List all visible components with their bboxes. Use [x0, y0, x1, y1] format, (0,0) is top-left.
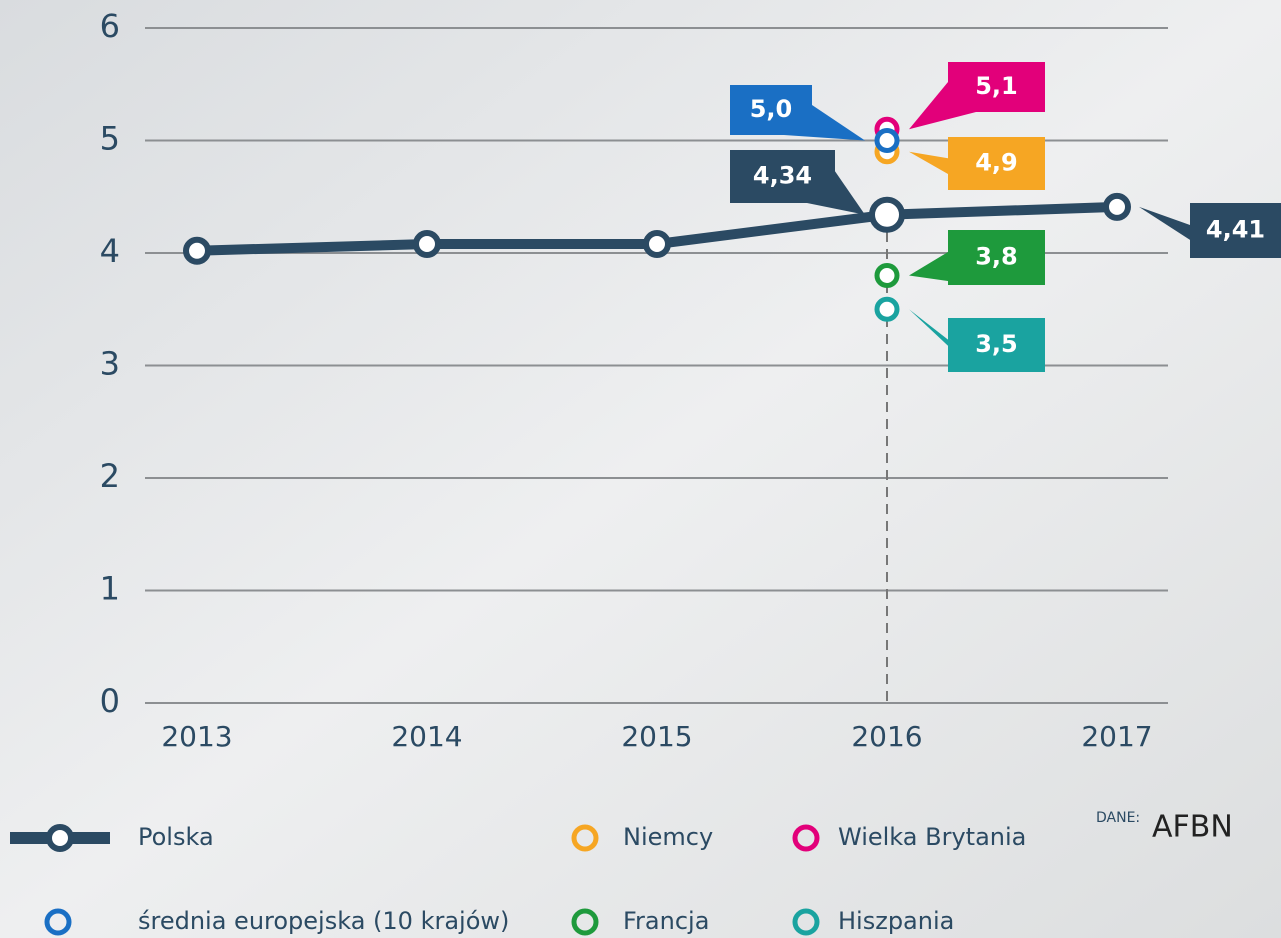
legend-label: średnia europejska (10 krajów) — [138, 907, 509, 935]
data-point — [416, 233, 438, 255]
data-point — [877, 266, 897, 286]
data-point — [646, 233, 668, 255]
data-label: 5,0 — [750, 95, 793, 123]
data-point — [872, 200, 902, 230]
legend-label: Francja — [623, 907, 709, 935]
y-tick-label: 4 — [100, 232, 120, 270]
y-tick-label: 6 — [100, 7, 120, 45]
data-label: 5,1 — [975, 72, 1018, 100]
data-point — [877, 131, 897, 151]
x-tick-label: 2016 — [851, 720, 922, 753]
chart: 0 1 2 3 4 5 6 2013 2014 2015 2016 2017 4,34 4,41 4,9 5,… — [0, 0, 1281, 938]
data-point — [877, 299, 897, 319]
x-tick-label: 2014 — [391, 720, 462, 753]
y-tick-label: 0 — [100, 682, 120, 720]
y-tick-label: 1 — [100, 570, 120, 608]
data-label: 3,5 — [975, 330, 1018, 358]
legend-marker — [49, 827, 71, 849]
legend-label: Polska — [138, 823, 214, 851]
y-tick-label: 5 — [100, 120, 120, 158]
data-label: 3,8 — [975, 243, 1018, 271]
data-point — [186, 240, 208, 262]
y-tick-label: 2 — [100, 457, 120, 495]
data-label: 4,9 — [975, 149, 1018, 177]
data-label: 4,41 — [1206, 216, 1265, 244]
data-label: 4,34 — [753, 162, 812, 190]
source: AFBN — [1152, 810, 1233, 845]
legend-label: Wielka Brytania — [838, 823, 1026, 851]
y-tick-label: 3 — [100, 345, 120, 383]
legend-label: Hiszpania — [838, 907, 954, 935]
x-tick-label: 2017 — [1081, 720, 1152, 753]
legend-label: Niemcy — [623, 823, 713, 851]
source-prefix: DANE: — [1096, 810, 1140, 826]
data-point — [1106, 196, 1128, 218]
x-tick-label: 2013 — [161, 720, 232, 753]
x-tick-label: 2015 — [621, 720, 692, 753]
